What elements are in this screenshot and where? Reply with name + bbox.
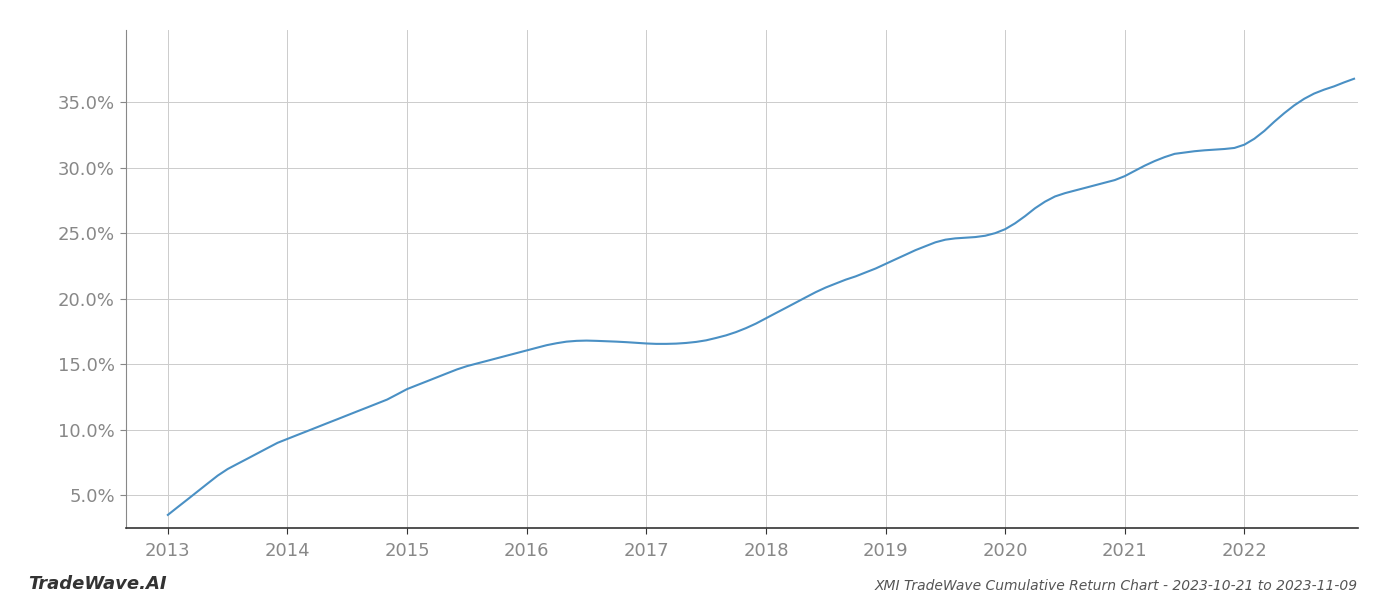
Text: TradeWave.AI: TradeWave.AI [28, 575, 167, 593]
Text: XMI TradeWave Cumulative Return Chart - 2023-10-21 to 2023-11-09: XMI TradeWave Cumulative Return Chart - … [875, 579, 1358, 593]
